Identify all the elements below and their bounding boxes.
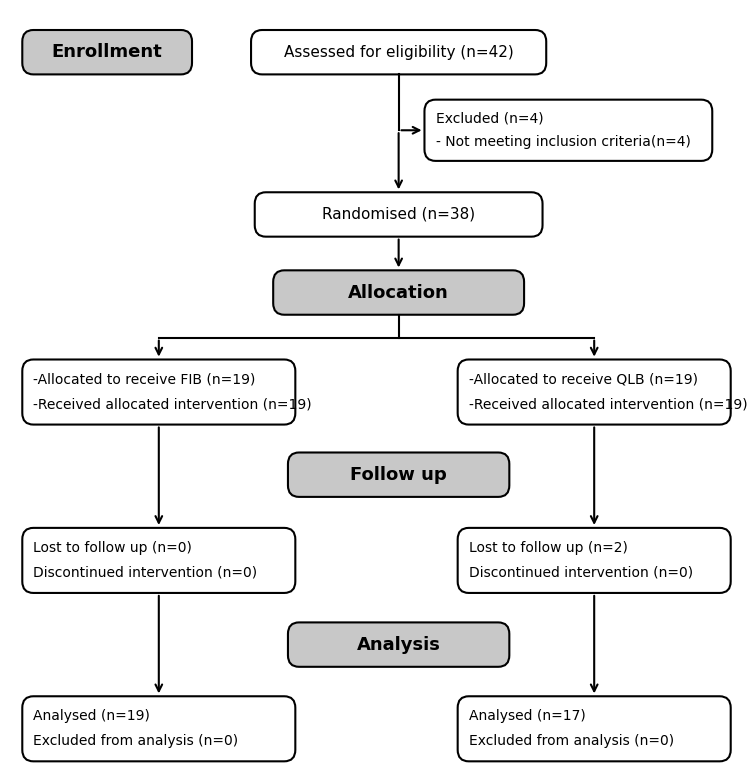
Text: Assessed for eligibility (n=42): Assessed for eligibility (n=42) [284, 45, 514, 59]
Text: Follow up: Follow up [350, 465, 447, 483]
FancyBboxPatch shape [273, 270, 524, 315]
FancyBboxPatch shape [255, 192, 542, 237]
FancyBboxPatch shape [23, 697, 295, 761]
Text: Discontinued intervention (n=0): Discontinued intervention (n=0) [33, 565, 258, 580]
FancyBboxPatch shape [23, 528, 295, 593]
Text: Allocation: Allocation [349, 284, 449, 301]
Text: Randomised (n=38): Randomised (n=38) [322, 207, 475, 222]
FancyBboxPatch shape [288, 452, 509, 497]
FancyBboxPatch shape [23, 359, 295, 425]
Text: - Not meeting inclusion criteria(n=4): - Not meeting inclusion criteria(n=4) [435, 135, 691, 149]
Text: Lost to follow up (n=2): Lost to follow up (n=2) [468, 541, 627, 555]
Text: Discontinued intervention (n=0): Discontinued intervention (n=0) [468, 565, 693, 580]
Text: Lost to follow up (n=0): Lost to follow up (n=0) [33, 541, 192, 555]
Text: -Received allocated intervention (n=19): -Received allocated intervention (n=19) [33, 398, 312, 412]
FancyBboxPatch shape [425, 100, 712, 161]
Text: Analysed (n=17): Analysed (n=17) [468, 709, 586, 723]
FancyBboxPatch shape [458, 359, 730, 425]
Text: Excluded (n=4): Excluded (n=4) [435, 112, 543, 126]
Text: Excluded from analysis (n=0): Excluded from analysis (n=0) [468, 734, 674, 748]
FancyBboxPatch shape [458, 528, 730, 593]
Text: Excluded from analysis (n=0): Excluded from analysis (n=0) [33, 734, 239, 748]
Text: -Allocated to receive FIB (n=19): -Allocated to receive FIB (n=19) [33, 373, 256, 387]
Text: -Received allocated intervention (n=19): -Received allocated intervention (n=19) [468, 398, 748, 412]
Text: Analysed (n=19): Analysed (n=19) [33, 709, 151, 723]
FancyBboxPatch shape [251, 30, 546, 74]
FancyBboxPatch shape [23, 30, 192, 74]
Text: Enrollment: Enrollment [52, 43, 163, 61]
Text: -Allocated to receive QLB (n=19): -Allocated to receive QLB (n=19) [468, 373, 698, 387]
FancyBboxPatch shape [288, 622, 509, 667]
Text: Analysis: Analysis [357, 636, 441, 654]
FancyBboxPatch shape [458, 697, 730, 761]
